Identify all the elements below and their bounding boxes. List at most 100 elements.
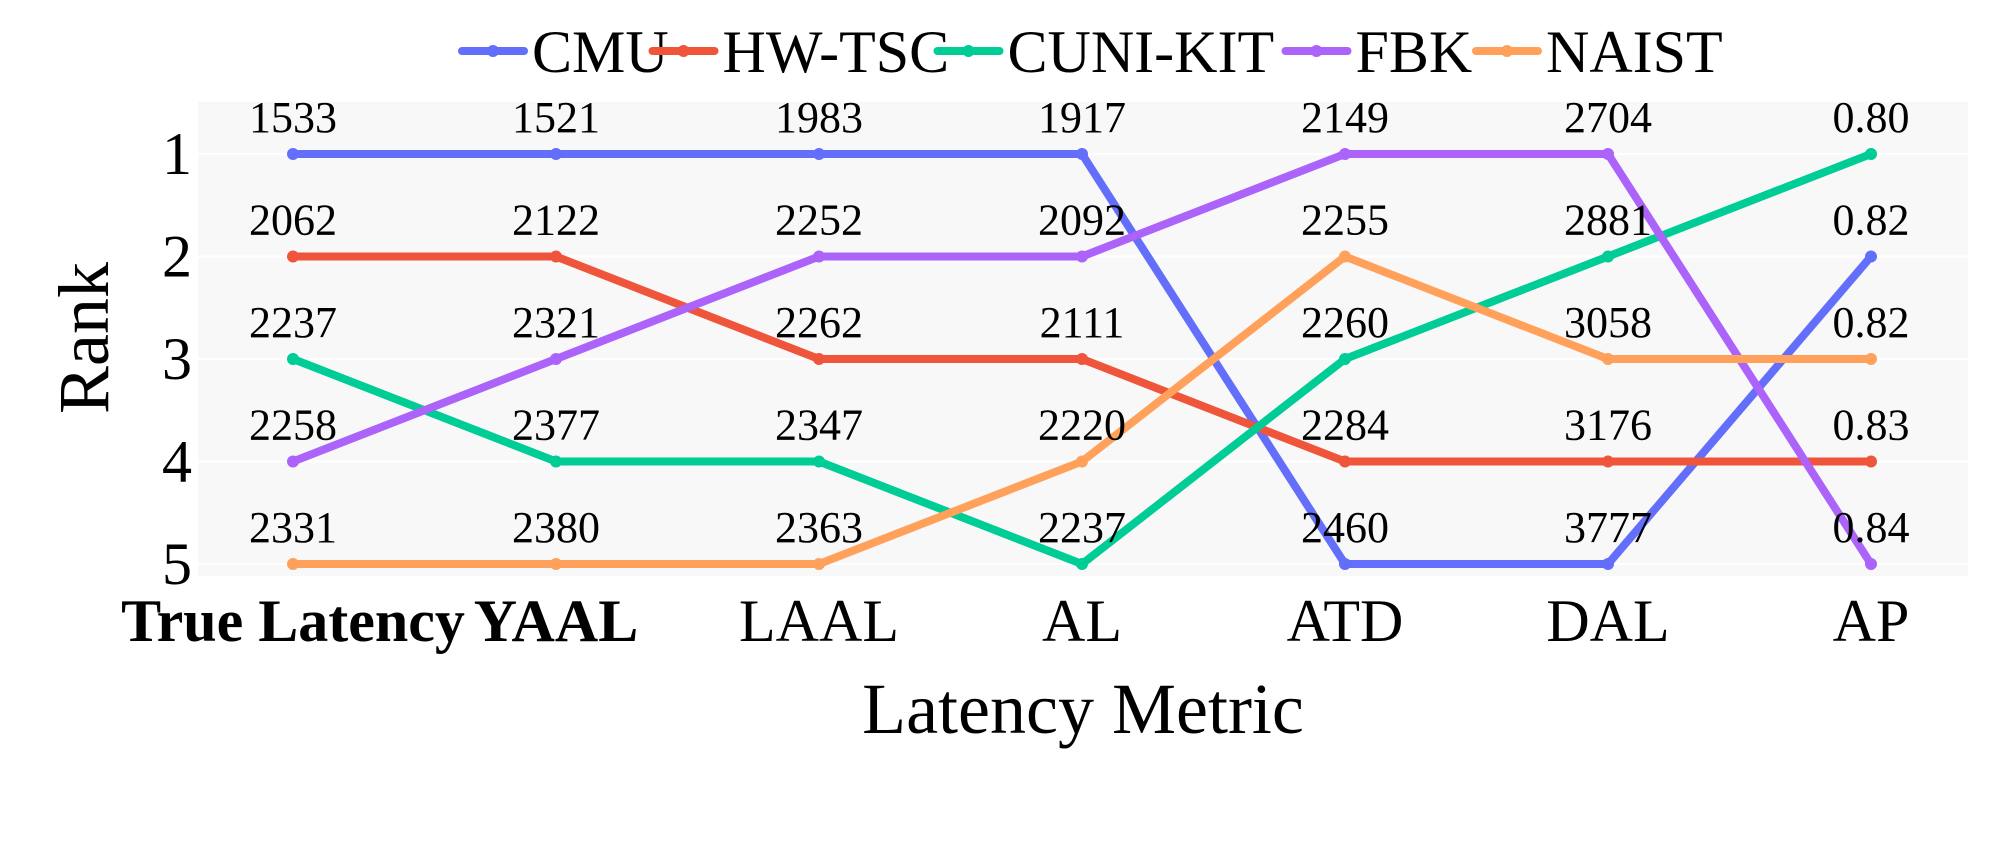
legend-label: CUNI-KIT: [1008, 19, 1275, 85]
data-point: [813, 148, 825, 160]
data-label: 2258: [249, 401, 337, 450]
y-tick-label: 3: [162, 326, 192, 392]
data-label: 3058: [1564, 298, 1652, 347]
data-label: 2262: [775, 298, 863, 347]
data-point: [1076, 148, 1088, 160]
data-label: 1521: [512, 93, 600, 142]
data-point: [1076, 558, 1088, 570]
legend-item-cuni-kit: CUNI-KIT: [933, 19, 1275, 85]
data-point: [813, 250, 825, 263]
data-label: 2331: [249, 503, 337, 552]
data-label: 3176: [1564, 401, 1652, 450]
data-point: [287, 455, 299, 468]
data-label: 2122: [512, 196, 600, 245]
series-lines: [287, 148, 1877, 570]
legend-marker: [487, 45, 499, 57]
data-point: [1865, 250, 1877, 263]
x-axis-ticks: True Latency YAAL LAAL AL ATD DAL AP: [121, 588, 1909, 654]
data-point: [1602, 558, 1614, 570]
x-tick-label: YAAL: [474, 588, 639, 654]
data-label: 2255: [1301, 196, 1389, 245]
data-label: 0.83: [1833, 401, 1910, 450]
data-point: [1339, 148, 1351, 160]
data-label: 2377: [512, 401, 600, 450]
legend-item-hw-tsc: HW-TSC: [648, 19, 950, 85]
data-point: [813, 558, 825, 570]
legend-marker: [962, 45, 975, 57]
data-label: 2460: [1301, 503, 1389, 552]
x-tick-label: LAAL: [739, 588, 899, 654]
legend-label: HW-TSC: [723, 19, 950, 85]
y-axis-title: Rank: [44, 262, 124, 414]
data-point: [287, 148, 299, 160]
legend-label: NAIST: [1546, 19, 1723, 85]
legend-label: FBK: [1356, 19, 1473, 85]
data-label: 2220: [1038, 401, 1126, 450]
data-point: [813, 455, 825, 468]
x-tick-label: ATD: [1287, 588, 1404, 654]
data-point: [1339, 455, 1351, 468]
data-point: [550, 558, 562, 570]
x-tick-label: DAL: [1546, 588, 1669, 654]
data-point: [287, 250, 299, 263]
y-tick-label: 2: [162, 224, 192, 290]
data-point: [1865, 148, 1877, 160]
data-point: [287, 353, 299, 365]
data-label: 2284: [1301, 401, 1389, 450]
legend-marker: [1501, 45, 1513, 57]
data-point: [550, 148, 562, 160]
data-label: 2252: [775, 196, 863, 245]
data-label: 2363: [775, 503, 863, 552]
legend-marker: [677, 45, 690, 57]
data-point: [1076, 250, 1088, 263]
data-label: 0.80: [1833, 93, 1910, 142]
y-tick-label: 5: [162, 531, 192, 597]
data-point: [1076, 455, 1088, 468]
data-point: [1865, 353, 1877, 365]
data-point: [1339, 250, 1351, 263]
data-point: [1602, 250, 1614, 263]
data-label: 2260: [1301, 298, 1389, 347]
legend-item-naist: NAIST: [1472, 19, 1723, 85]
legend-label: CMU: [532, 19, 669, 85]
legend: CMU HW-TSC CUNI-KIT FBK NAIST: [458, 19, 1723, 85]
data-label: 1983: [775, 93, 863, 142]
series-naist: [287, 250, 1877, 570]
legend-item-cmu: CMU: [458, 19, 669, 85]
data-point: [1339, 353, 1351, 365]
data-label: 3777: [1564, 503, 1652, 552]
data-point: [1865, 455, 1877, 468]
data-label: 0.82: [1833, 298, 1910, 347]
data-point: [550, 455, 562, 468]
data-point: [287, 558, 299, 570]
legend-marker: [1310, 45, 1323, 57]
y-tick-label: 4: [162, 429, 192, 495]
data-label: 2321: [512, 298, 600, 347]
data-label: 2347: [775, 401, 863, 450]
data-label: 2062: [249, 196, 337, 245]
data-point: [1865, 558, 1877, 570]
data-label: 0.82: [1833, 196, 1910, 245]
data-point: [813, 353, 825, 365]
data-label: 1533: [249, 93, 337, 142]
data-label: 2704: [1564, 93, 1652, 142]
data-point: [1339, 558, 1351, 570]
data-label: 0.84: [1833, 503, 1910, 552]
data-label: 2881: [1564, 196, 1652, 245]
x-axis-title: Latency Metric: [862, 669, 1304, 749]
data-point: [1602, 148, 1614, 160]
data-point: [550, 250, 562, 263]
data-label: 2237: [1038, 503, 1126, 552]
series-fbk: [287, 148, 1877, 570]
y-tick-label: 1: [162, 121, 192, 187]
data-label: 2149: [1301, 93, 1389, 142]
x-tick-label: True Latency: [121, 588, 465, 654]
data-point: [550, 353, 562, 365]
data-label: 2237: [249, 298, 337, 347]
data-label: 1917: [1038, 93, 1126, 142]
data-label: 2111: [1040, 298, 1125, 347]
x-tick-label: AP: [1833, 588, 1910, 654]
series-cuni-kit: [287, 148, 1877, 570]
x-tick-label: AL: [1042, 588, 1122, 654]
